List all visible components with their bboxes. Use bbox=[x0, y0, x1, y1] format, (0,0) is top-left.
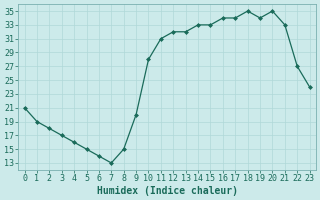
X-axis label: Humidex (Indice chaleur): Humidex (Indice chaleur) bbox=[97, 186, 237, 196]
